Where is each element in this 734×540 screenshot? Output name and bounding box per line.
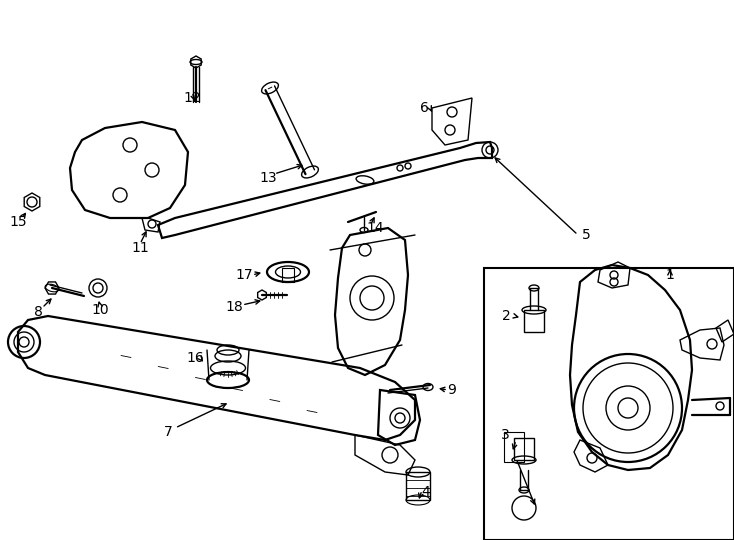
Text: 12: 12: [184, 91, 201, 105]
Text: 15: 15: [10, 215, 27, 229]
Bar: [514, 438, 534, 460]
Text: 14: 14: [366, 221, 384, 235]
Text: 16: 16: [186, 351, 204, 365]
Text: 6: 6: [420, 101, 429, 115]
Text: 13: 13: [259, 171, 277, 185]
Text: 10: 10: [91, 303, 109, 317]
Bar: [406, 472, 430, 500]
Bar: [282, 268, 294, 282]
Text: 9: 9: [448, 383, 457, 397]
Text: 11: 11: [131, 241, 149, 255]
Text: 5: 5: [581, 228, 590, 242]
Text: 4: 4: [421, 485, 430, 499]
Text: 18: 18: [225, 300, 243, 314]
Text: 7: 7: [164, 425, 172, 439]
Text: 17: 17: [235, 268, 252, 282]
Text: 1: 1: [666, 268, 675, 282]
Text: 3: 3: [501, 428, 509, 442]
Text: 8: 8: [34, 305, 43, 319]
Text: 2: 2: [501, 309, 510, 323]
Bar: [504, 432, 524, 462]
Bar: [484, 268, 734, 540]
Bar: [524, 310, 544, 332]
